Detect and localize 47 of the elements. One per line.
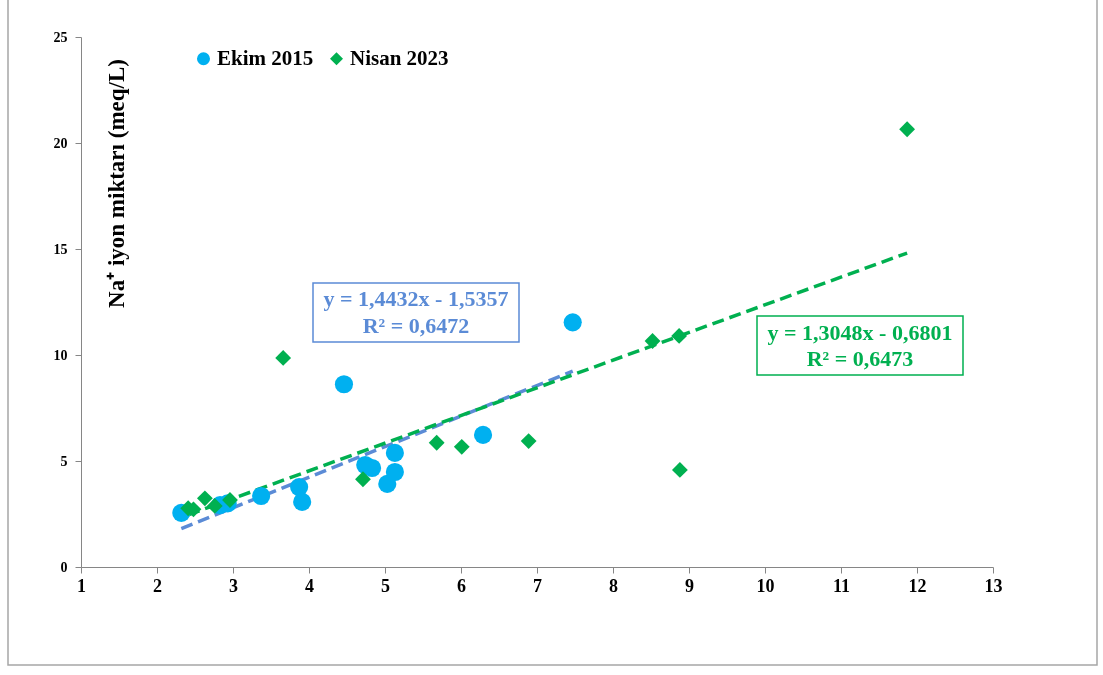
point — [196, 490, 213, 507]
x-tick-label: 7 — [533, 575, 542, 596]
x-tick-label: 5 — [381, 575, 390, 596]
x-tick-label: 12 — [908, 575, 927, 596]
y-tick-label: 20 — [53, 135, 68, 151]
x-tick-label: 11 — [832, 575, 851, 596]
annotation: R² = 0,6473 — [806, 346, 914, 371]
y-tick-label: 10 — [53, 347, 68, 363]
y-axis-title: Na⁺ iyon miktarı (meq/L) — [103, 59, 129, 308]
x-tick-label: 9 — [685, 575, 694, 596]
point — [275, 350, 292, 366]
x-tick-label: 2 — [153, 575, 162, 596]
x-tick-label: 4 — [305, 575, 314, 596]
x-tick-label: 13 — [984, 575, 1003, 596]
x-tick-label: 1 — [77, 575, 86, 596]
y-tick-label: 0 — [60, 559, 68, 575]
point — [899, 121, 916, 138]
point — [222, 492, 238, 508]
point — [671, 328, 688, 344]
point — [363, 458, 382, 478]
point — [290, 478, 309, 497]
annotation: y = 1,3048x - 0,6801 — [767, 320, 953, 345]
y-tick-label: 15 — [53, 241, 68, 257]
annotation: R² = 0,6472 — [362, 313, 470, 338]
point — [671, 462, 688, 478]
x-tick-label: 3 — [229, 575, 238, 596]
point — [428, 434, 445, 451]
point — [453, 438, 470, 455]
point — [385, 443, 404, 463]
point — [355, 471, 371, 488]
point — [385, 462, 404, 482]
point — [644, 333, 661, 349]
point — [520, 433, 537, 449]
legend-label: Nisan 2023 — [350, 45, 449, 70]
annotation: y = 1,4432x - 1,5357 — [323, 286, 509, 311]
point — [293, 492, 312, 511]
x-tick-label: 10 — [756, 575, 775, 596]
legend-label: Ekim 2015 — [217, 45, 314, 70]
point — [206, 498, 223, 514]
point — [334, 375, 354, 394]
point — [473, 425, 493, 444]
point — [252, 486, 271, 506]
y-tick-label: 25 — [53, 29, 68, 45]
y-tick-label: 5 — [60, 453, 68, 469]
x-tick-label: 6 — [457, 575, 466, 596]
point — [563, 313, 582, 332]
x-tick-label: 8 — [609, 575, 618, 596]
